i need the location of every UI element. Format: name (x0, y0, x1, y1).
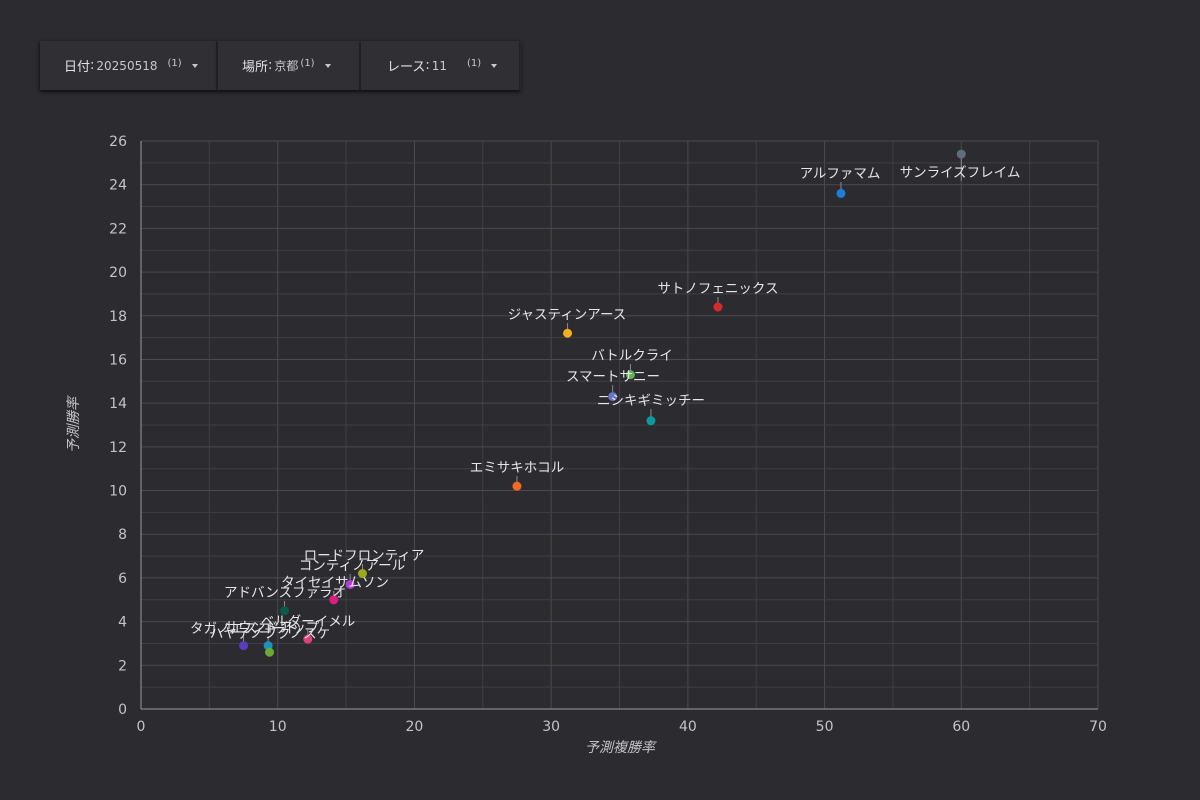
x-tick-label: 70 (1089, 719, 1107, 735)
x-tick-label: 40 (679, 719, 697, 735)
data-point[interactable] (303, 634, 313, 644)
race-filter[interactable]: レース: 11 (1) (361, 41, 519, 90)
data-point[interactable] (239, 641, 249, 651)
caret-down-icon (324, 63, 331, 68)
x-tick-label: 0 (137, 719, 146, 735)
x-tick-label: 60 (952, 719, 970, 735)
data-point[interactable] (265, 647, 275, 657)
date-filter-value: 20250518 (96, 58, 158, 73)
point-label: バトルクライ (591, 348, 672, 364)
race-filter-count: (1) (467, 58, 482, 69)
y-tick-label: 6 (118, 571, 127, 587)
y-tick-label: 8 (118, 527, 127, 543)
point-label: ニシキギミッチー (597, 393, 705, 409)
point-label: コンティノアール (299, 558, 405, 574)
race-filter-value: 11 (431, 58, 448, 73)
y-tick-label: 20 (109, 265, 127, 281)
point-label: ベルダーイメル (261, 614, 356, 630)
data-point[interactable] (512, 481, 522, 491)
date-filter-count: (1) (167, 58, 182, 69)
venue-filter[interactable]: 場所: 京都 (1) (218, 41, 359, 90)
colon: : (268, 58, 273, 73)
venue-filter-count: (1) (300, 58, 315, 69)
y-tick-label: 24 (109, 178, 127, 194)
axes (140, 141, 1098, 710)
y-tick-label: 22 (109, 221, 127, 237)
y-tick-label: 10 (109, 484, 127, 500)
y-tick-label: 4 (118, 615, 127, 631)
data-point[interactable] (608, 392, 618, 402)
point-label: アドバンスファラオ (224, 585, 346, 601)
x-axis-title: 予測複勝率 (585, 740, 657, 756)
data-point[interactable] (836, 188, 846, 198)
x-tick-label: 30 (542, 719, 560, 735)
point-label: ロードフロンティア (304, 548, 425, 564)
point-label: タイセイサムソン (281, 575, 389, 591)
y-tick-label: 2 (118, 658, 127, 674)
point-label: サトノフェニックス (657, 281, 778, 297)
race-filter-label: レース (387, 60, 426, 75)
y-tick-label: 12 (109, 440, 127, 456)
x-tick-label: 10 (269, 719, 287, 735)
point-label: サンライズフレイム (900, 165, 1021, 181)
data-point[interactable] (357, 569, 367, 579)
data-point[interactable] (280, 606, 290, 616)
date-filter-label: 日付 (64, 60, 91, 75)
data-point[interactable] (646, 416, 656, 426)
point-label: アルファマム (800, 166, 881, 182)
colon: : (90, 58, 95, 73)
venue-filter-label: 場所 (242, 60, 269, 75)
y-tick-label: 14 (109, 396, 127, 412)
point-label: ジャスティンアース (508, 307, 627, 323)
colon: : (425, 58, 430, 73)
y-tick-label: 18 (109, 309, 127, 325)
filter-bar: 日付: 20250518 (1) 場所: 京都 (1) レース: 11 (1) (40, 41, 521, 90)
data-point[interactable] (713, 302, 723, 312)
point-label: タガノエスコート (190, 621, 298, 637)
y-tick-label: 26 (109, 134, 127, 150)
x-tick-label: 20 (406, 719, 424, 735)
data-point[interactable] (563, 328, 573, 338)
venue-filter-value: 京都 (274, 59, 299, 73)
point-label: スマートサニー (566, 369, 660, 385)
data-point[interactable] (329, 595, 339, 605)
point-label: ハヤテノフクノスケ (210, 626, 330, 642)
data-point[interactable] (345, 579, 355, 589)
caret-down-icon (191, 63, 198, 68)
x-tick-label: 50 (816, 719, 834, 735)
point-labels: サンライズフレイム アルファマムサトノフェニックスジャスティンアースバトルクライス… (190, 165, 1020, 642)
point-label: エミサキホコル (470, 460, 565, 476)
caret-down-icon (491, 63, 498, 68)
data-point[interactable] (956, 149, 966, 159)
y-tick-label: 0 (118, 702, 127, 718)
data-point[interactable] (625, 370, 635, 380)
data-points (239, 149, 966, 657)
date-filter[interactable]: 日付: 20250518 (1) (40, 41, 216, 90)
y-tick-label: 16 (109, 352, 127, 368)
y-axis-title: 予測勝率 (66, 395, 82, 453)
point-label: サウンドアップ (225, 620, 320, 636)
